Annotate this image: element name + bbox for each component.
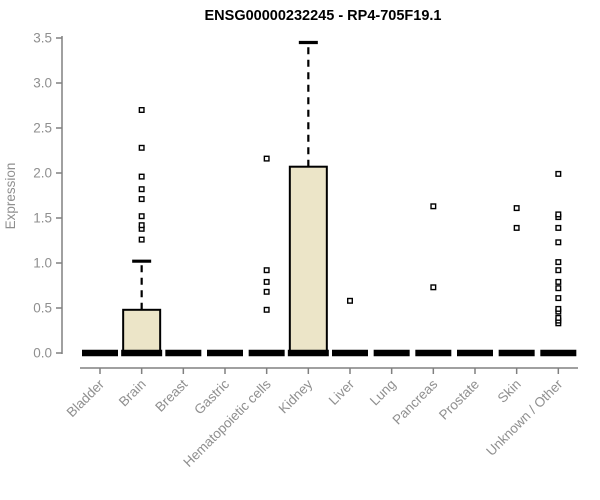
- boxplot-group: [540, 170, 577, 357]
- outlier-point: [555, 211, 562, 218]
- x-tick-label: Prostate: [436, 377, 482, 423]
- x-tick-label: Breast: [152, 376, 190, 414]
- y-tick-label: 3.0: [33, 76, 52, 91]
- outlier-point: [138, 106, 145, 113]
- boxplot-group: [287, 40, 329, 357]
- outlier-point: [513, 205, 520, 212]
- chart-title: ENSG00000232245 - RP4-705F19.1: [205, 8, 442, 24]
- x-tick-label: Bladder: [64, 376, 108, 420]
- boxplot-group: [121, 106, 163, 357]
- outlier-point: [138, 186, 145, 193]
- x-tick-label: Kidney: [276, 376, 316, 416]
- outlier-point: [555, 285, 562, 292]
- outlier-point: [138, 213, 145, 220]
- outlier-point: [555, 278, 562, 285]
- outlier-point: [555, 295, 562, 302]
- y-tick-label: 1.5: [33, 211, 52, 226]
- outlier-point: [555, 259, 562, 266]
- outlier-point: [430, 203, 437, 210]
- iqr-box: [122, 308, 162, 354]
- outlier-point: [138, 222, 145, 229]
- outlier-point: [555, 239, 562, 246]
- outlier-point: [555, 267, 562, 274]
- y-tick-label: 0.5: [33, 301, 52, 316]
- outlier-point: [513, 224, 520, 231]
- outlier-point: [138, 236, 145, 243]
- boxplot-group: [248, 155, 285, 357]
- outlier-point: [555, 170, 562, 177]
- outlier-point: [555, 224, 562, 231]
- iqr-box: [288, 165, 328, 354]
- x-tick-label: Gastric: [191, 376, 232, 417]
- boxplot-group: [415, 203, 452, 357]
- x-tick-label: Brain: [116, 377, 149, 410]
- outlier-point: [138, 196, 145, 203]
- x-tick-label: Pancreas: [390, 376, 441, 427]
- y-tick-label: 0.0: [33, 346, 52, 361]
- outlier-point: [430, 284, 437, 291]
- x-tick-label: Liver: [326, 376, 358, 408]
- y-axis-title: Expression: [3, 163, 18, 230]
- outlier-point: [263, 306, 270, 313]
- outlier-point: [138, 144, 145, 151]
- outlier-point: [263, 288, 270, 295]
- x-tick-label: Lung: [367, 377, 399, 409]
- outlier-point: [555, 314, 562, 321]
- y-tick-label: 1.0: [33, 256, 52, 271]
- outlier-point: [138, 173, 145, 180]
- outlier-point: [555, 305, 562, 312]
- outlier-point: [263, 267, 270, 274]
- boxplot-group: [331, 297, 368, 357]
- outlier-point: [263, 278, 270, 285]
- boxplot-group: [498, 205, 535, 357]
- x-tick-label: Skin: [495, 377, 524, 406]
- outlier-point: [263, 155, 270, 162]
- y-tick-label: 3.5: [33, 31, 52, 46]
- y-tick-label: 2.0: [33, 166, 52, 181]
- y-tick-label: 2.5: [33, 121, 52, 136]
- outlier-point: [346, 297, 353, 304]
- x-tick-label: Unknown / Other: [483, 376, 566, 459]
